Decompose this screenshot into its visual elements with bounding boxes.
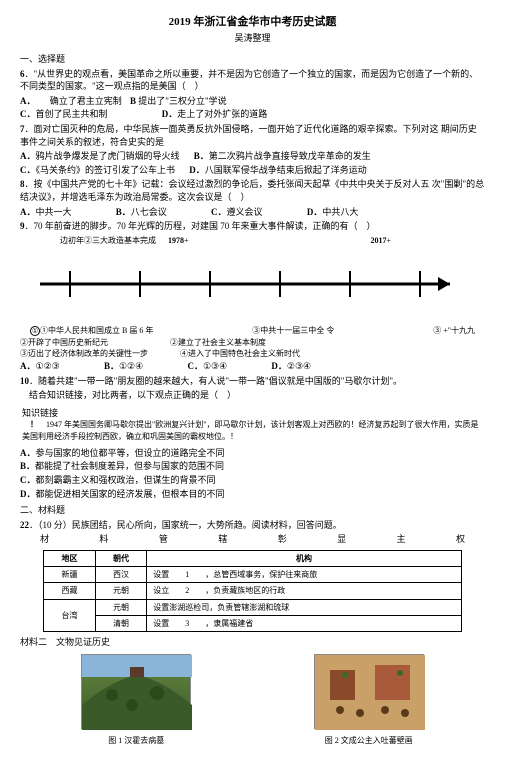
opt-letter: D． [307,207,323,217]
opt-letter: C． [211,207,227,217]
image-1-box: 图 1 汉霍去病墓 [81,654,191,746]
q6-optB-pre: 确立了君主立宪制 [50,96,122,106]
timeline-labels-row1: ①①中华人民共和国成立 B 届 6 年 ③中共十一届三中全 令 ③ +"十九九 [20,325,485,336]
opt-letter: B． [104,361,119,371]
opt-letter: A． [20,96,36,106]
q8-stem: ．按《中国共产党的七十年》记载：会议经过激烈的争论后，委托张闻天起草《中共中央关… [20,179,484,202]
q9-optB: ①②④ [119,361,143,371]
q10-num: 10 [20,376,29,386]
knowledge-label: 知识链接 [22,407,483,420]
q6-options-row2: C．首创了民主共和制 D．走上了对外扩张的道路 [20,108,485,121]
image-1 [81,654,191,729]
opt-letter: A． [20,361,36,371]
q22-num: 22 [20,520,29,530]
material-header: 材 料 管 辖 彰 显 主 权 [20,533,485,546]
opt-letter: C． [20,165,36,175]
q7-stem: ．面对亡国灭种的危局，中华民族一面英勇反抗外国侵略，一面开始了近代化道路的艰辛探… [20,124,477,147]
q9-optD: ②③④ [287,361,311,371]
opt-letter: C． [20,109,36,119]
q9-optA: ①②③ [36,361,60,371]
knowledge-link: 知识链接 ！ 1947 年美国国务卿马歇尔提出"欧洲复兴计划"，即马歇尔计划，该… [20,405,485,444]
th-dynasty: 朝代 [95,550,147,566]
image-1-caption: 图 1 汉霍去病墓 [81,735,191,746]
table-row: 台湾 元朝 设置澎湖巡检司，负责管辖澎湖和琉球 [44,599,462,615]
q8-optC: 遵义会议 [227,207,263,217]
q6-stem: ．"从世界史的观点看，美国革命之所以重要，并不是因为它创造了一个独立的国家，而是… [20,69,478,92]
q7-optC: 《马关条约》的签订引发了公车上书 [36,165,176,175]
q8-optB: 八七会议 [131,207,167,217]
q6-optD: 走上了对外扩张的道路 [177,109,267,119]
question-9: 9．70 年前奋进的脚步。70 年光辉的历程，对建国 70 年来重大事件解读，正… [20,220,485,233]
q7-options-row1: A．鸦片战争爆发是了虎门销烟的导火线 B．第二次鸦片战争直接导致戊辛革命的发生 [20,150,485,163]
th-agency: 机构 [147,550,461,566]
opt-letter: A． [20,151,36,161]
q7-options-row2: C．《马关条约》的签订引发了公车上书 D．八国联军侵华战争结束后掀起了洋务运动 [20,164,485,177]
opt-letter: D． [271,361,287,371]
image-2 [314,654,424,729]
question-6: 6．"从世界史的观点看，美国革命之所以重要，并不是因为它创造了一个独立的国家，而… [20,68,485,93]
th-region: 地区 [44,550,96,566]
q7-optB: 第二次鸦片战争直接导致戊辛革命的发生 [209,151,371,161]
opt-letter: D． [162,109,178,119]
q10-optD-row: D．都能促进相关国家的经济发展，但根本目的不同 [20,488,485,501]
q10-optA-row: A．参与国家的地位都平等，但设立的道路完全不同 [20,447,485,460]
opt-letter: C． [187,361,203,371]
q9-stem: ．70 年前奋进的脚步。70 年光辉的历程，对建国 70 年来重大事件解读，正确… [25,221,376,231]
timeline-items-row3: ③迈出了经济体制改革的关键性一步 ④进入了中国特色社会主义新时代 [20,348,485,359]
q6-optC: 首创了民主共和制 [36,109,108,119]
q9-options: A．①②③ B．①②④ C．①③④ D．②③④ [20,360,485,373]
section-1-heading: 一、选择题 [20,53,485,66]
image-2-box: 图 2 文成公主入吐蕃壁画 [314,654,424,746]
opt-letter: B [130,96,136,106]
question-8: 8．按《中国共产党的七十年》记载：会议经过激烈的争论后，委托张闻天起草《中共中央… [20,178,485,203]
table-row: 清朝 设置 3 ，隶属福建省 [44,615,462,631]
q8-optA: 中共一大 [36,207,72,217]
image-2-caption: 图 2 文成公主入吐蕃壁画 [314,735,424,746]
images-row: 图 1 汉霍去病墓 图 2 文成公主入吐蕃壁画 [20,654,485,746]
opt-letter: D． [189,165,205,175]
q9-optC: ①③④ [203,361,227,371]
question-22: 22．（10 分）民族团结，民心所向，国家统一，大势所趋。阅读材料，回答问题。 [20,519,485,532]
q10-link: 结合知识链接，对比两者，以下观点正确的是（ ） [20,389,485,402]
timeline-top-label: 边初年②三大政造基本完成 1978+ 2017+ [60,235,485,246]
q10-optC-row: C．都刻霸霸主义和强权政治，但谋生的背景不同 [20,474,485,487]
table-row: 西藏 元朝 设立 2 ，负责藏族地区的行政 [44,583,462,599]
jurisdiction-table: 地区 朝代 机构 新疆 西汉 设置 1 ，总管西域事务，保护往来商旅 西藏 元朝… [43,550,462,632]
q8-optD: 中共八大 [322,207,358,217]
opt-letter: A． [20,207,36,217]
q22-stem: ．（10 分）民族团结，民心所向，国家统一，大势所趋。阅读材料，回答问题。 [29,520,342,530]
question-10: 10．随着共建"一带一路"朋友圈的越来越大，有人说"一带一路"倡议就是中国版的"… [20,375,485,388]
exam-title: 2019 年浙江省金华市中考历史试题 [20,15,485,30]
q6-options-row1: A． 确立了君主立宪制 B 提出了"三权分立"学说 [20,95,485,108]
timeline-diagram [30,254,475,318]
q8-options: A．中共一大 B．八七会议 C．遵义会议 D．中共八大 [20,206,485,219]
q7-optA: 鸦片战争爆发是了虎门销烟的导火线 [36,151,180,161]
q10-optB-row: B．都能提了社会制度差异，但参与国家的范围不同 [20,460,485,473]
q7-optD: 八国联军侵华战争结束后掀起了洋务运动 [205,165,367,175]
table-row: 新疆 西汉 设置 1 ，总管西域事务，保护往来商旅 [44,567,462,583]
circled-1: ① [30,326,40,336]
compiler: 吴涛整理 [20,32,485,45]
timeline-items-row2: ②开辟了中国历史新纪元 ②建立了社会主义基本制度 [20,337,485,348]
opt-letter: B． [116,207,131,217]
opt-letter: B． [194,151,209,161]
table-header-row: 地区 朝代 机构 [44,550,462,566]
knowledge-text: 1947 年美国国务卿马歇尔提出"欧洲复兴计划"，即马歇尔计划，该计划客观上对西… [22,420,479,440]
material-2-label: 材料二 文物见证历史 [20,636,485,649]
section-2-heading: 二、材料题 [20,504,485,517]
q6-optB2: 提出了"三权分立"学说 [138,96,226,106]
question-7: 7．面对亡国灭种的危局，中华民族一面英勇反抗外国侵略，一面开始了近代化道路的艰辛… [20,123,485,148]
q10-stem: ．随着共建"一带一路"朋友圈的越来越大，有人说"一带一路"倡议就是中国版的"马歇… [29,376,402,386]
